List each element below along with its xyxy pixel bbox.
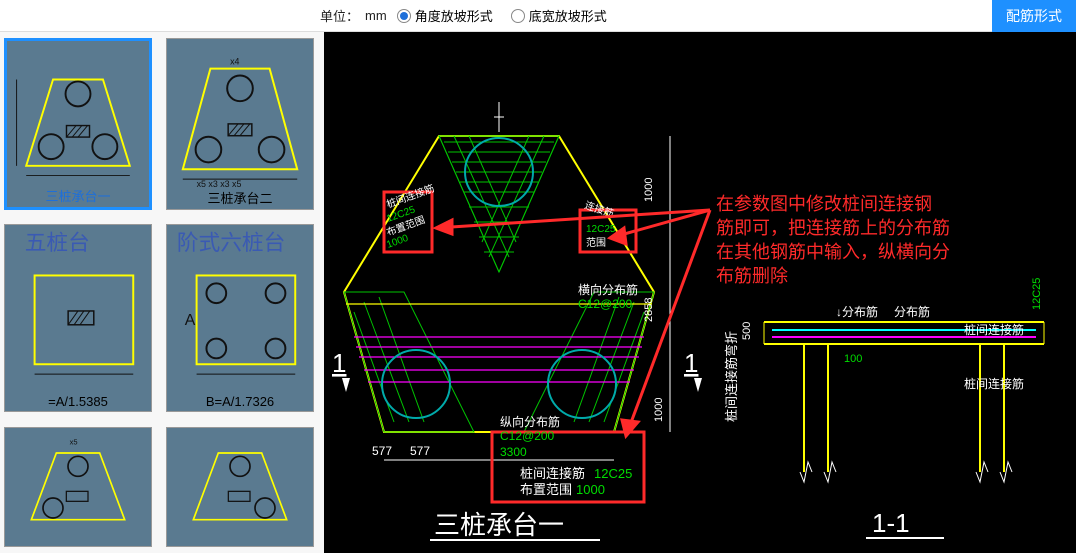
- thumb-label: 三桩承台二: [167, 188, 313, 207]
- svg-text:A: A: [185, 312, 196, 329]
- svg-text:3300: 3300: [500, 445, 527, 459]
- svg-text:C12@200: C12@200: [500, 429, 555, 443]
- svg-text:12C25: 12C25: [1031, 278, 1043, 310]
- svg-text:范围: 范围: [586, 236, 606, 249]
- svg-text:纵向分布筋: 纵向分布筋: [500, 414, 560, 429]
- radio-dot-icon: [511, 9, 525, 23]
- thumb-sublabel: =A/1.5385: [5, 394, 151, 409]
- svg-text:桩间连接筋: 桩间连接筋: [520, 466, 585, 481]
- svg-text:x5: x5: [70, 437, 78, 446]
- main-area: 三桩承台一 x5 x3 x3 x5 x4 三桩承台二 五桩台: [0, 32, 1076, 553]
- svg-text:1000: 1000: [643, 178, 655, 202]
- svg-text:1: 1: [332, 348, 346, 378]
- thumb-row3-1[interactable]: x5: [4, 427, 152, 547]
- thumb-tri-cap-2[interactable]: x5 x3 x3 x5 x4 三桩承台二: [166, 38, 314, 210]
- svg-text:1: 1: [684, 348, 698, 378]
- cad-section: ↓分布筋 分布筋 桩间连接筋 桩间连接筋 500 100 桩间连接筋弯折 12C…: [724, 278, 1044, 538]
- svg-text:↓分布筋: ↓分布筋: [836, 304, 878, 319]
- cad-viewport[interactable]: 桩间连接筋 12C25 布置范围 1000 连接筋 12C25 范围 577 5…: [324, 32, 1076, 553]
- radio-label: 底宽放坡形式: [529, 6, 607, 25]
- thumb-label: 三桩承台一: [7, 186, 149, 205]
- svg-text:x4: x4: [230, 57, 239, 67]
- svg-text:1000: 1000: [576, 482, 605, 497]
- unit-label: 单位：: [320, 6, 359, 25]
- unit-value: mm: [365, 8, 387, 23]
- annotation-arrows: [436, 210, 710, 436]
- svg-text:577: 577: [372, 444, 392, 458]
- svg-text:1-1: 1-1: [872, 508, 910, 538]
- svg-text:五桩台: 五桩台: [25, 230, 90, 255]
- cad-plan: 桩间连接筋 12C25 布置范围 1000 连接筋 12C25 范围 577 5…: [332, 102, 702, 540]
- svg-text:桩间连接筋弯折: 桩间连接筋弯折: [724, 331, 739, 422]
- thumb-five-pile[interactable]: 五桩台 =A/1.5385: [4, 224, 152, 412]
- svg-text:100: 100: [844, 353, 862, 365]
- svg-text:桩间连接筋: 桩间连接筋: [964, 322, 1024, 337]
- svg-text:阶式六桩台: 阶式六桩台: [177, 230, 285, 255]
- svg-text:布置范围: 布置范围: [520, 482, 572, 497]
- thumb-tri-cap-1[interactable]: 三桩承台一: [4, 38, 152, 210]
- svg-text:桩间连接筋: 桩间连接筋: [964, 376, 1024, 391]
- rebar-form-button[interactable]: 配筋形式: [992, 0, 1076, 32]
- thumb-row3-2[interactable]: [166, 427, 314, 547]
- thumbnail-panel[interactable]: 三桩承台一 x5 x3 x3 x5 x4 三桩承台二 五桩台: [0, 32, 324, 553]
- radio-label: 角度放坡形式: [415, 6, 493, 25]
- svg-text:12C25: 12C25: [586, 224, 616, 235]
- svg-text:三桩承台一: 三桩承台一: [434, 510, 564, 540]
- svg-text:分布筋: 分布筋: [894, 304, 930, 319]
- svg-text:横向分布筋: 横向分布筋: [578, 282, 638, 297]
- thumb-step-six-pile[interactable]: 阶式六桩台 A B=A/1.7326: [166, 224, 314, 412]
- svg-text:C12@200: C12@200: [578, 297, 633, 311]
- thumb-sublabel: B=A/1.7326: [167, 394, 313, 409]
- radio-dot-icon: [397, 9, 411, 23]
- radio-bottom-width-slope[interactable]: 底宽放坡形式: [511, 6, 607, 25]
- svg-text:2858: 2858: [643, 298, 655, 322]
- svg-text:12C25: 12C25: [594, 466, 632, 481]
- svg-text:500: 500: [741, 322, 753, 340]
- svg-text:577: 577: [410, 444, 430, 458]
- radio-angle-slope[interactable]: 角度放坡形式: [397, 6, 493, 25]
- toolbar: 单位： mm 角度放坡形式 底宽放坡形式 配筋形式: [0, 0, 1076, 32]
- svg-text:1000: 1000: [653, 398, 665, 422]
